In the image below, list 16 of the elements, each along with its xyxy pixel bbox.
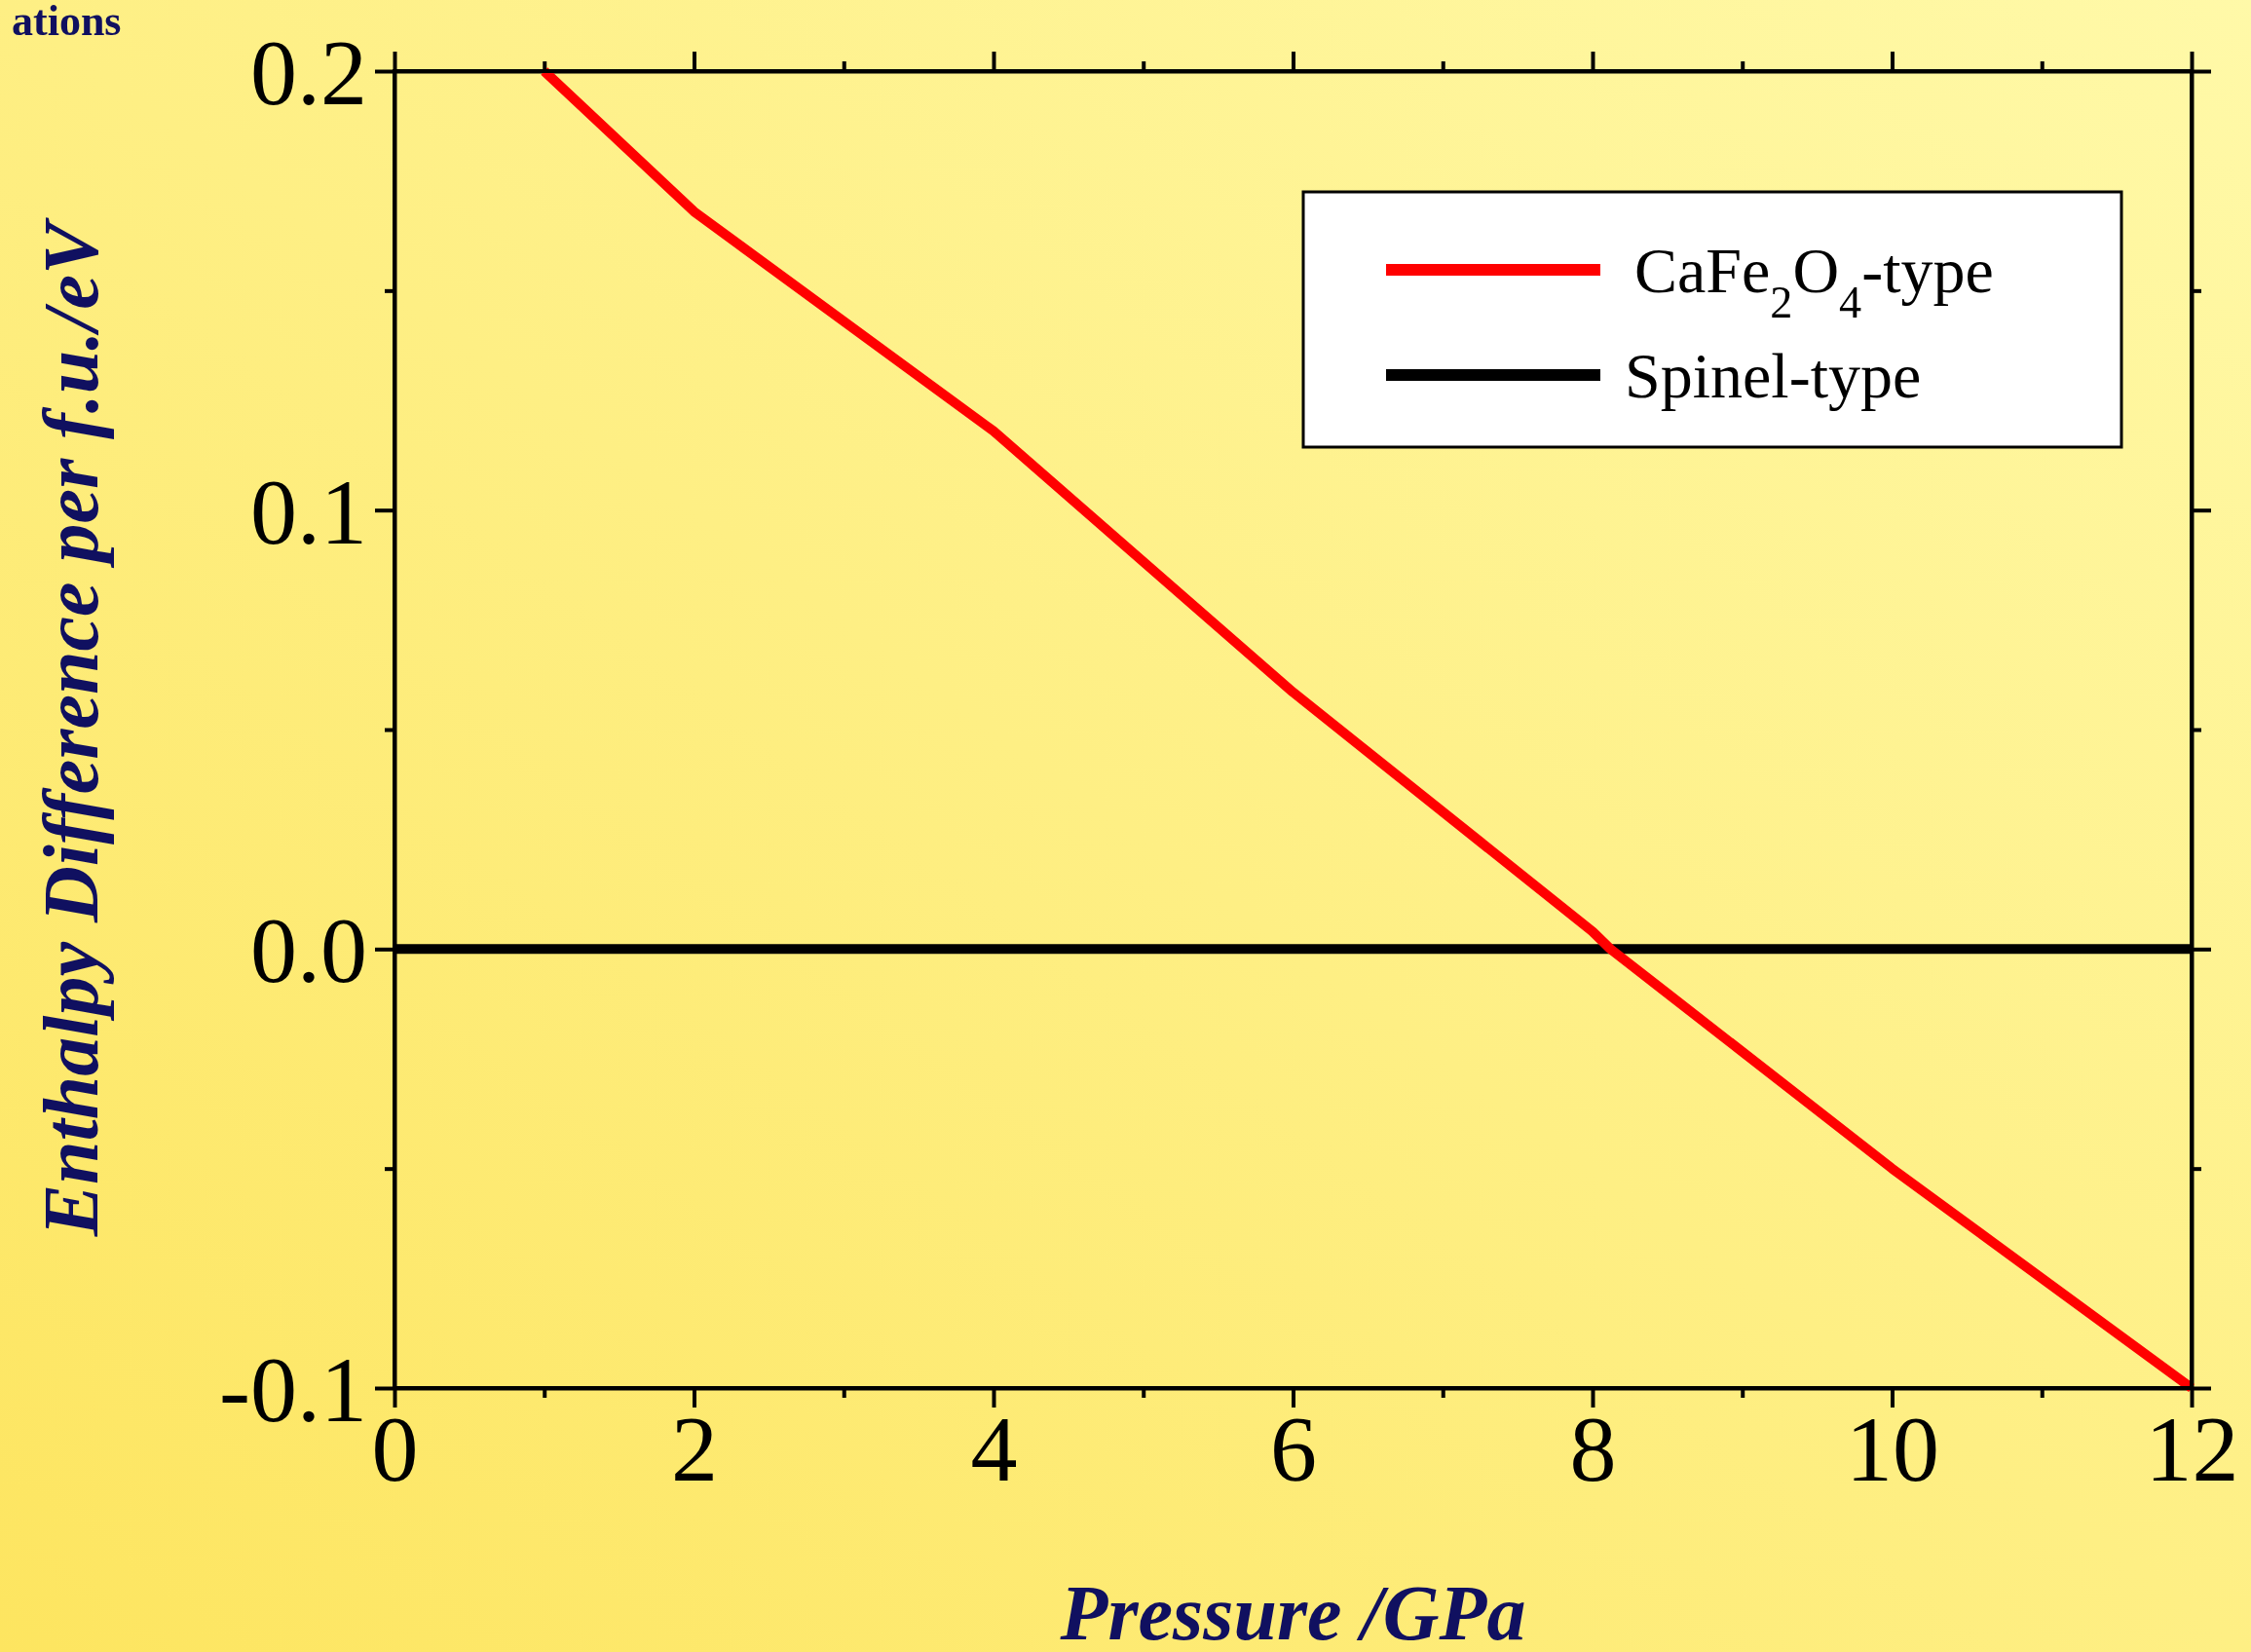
x-axis-title: Pressure /GPa [1059, 1570, 1526, 1652]
x-tick-label: 0 [371, 1397, 419, 1502]
legend-label: CaFe$_{2}$O$_{4}$-type [1634, 235, 1994, 327]
legend-label: Spinel-type [1625, 340, 1922, 412]
y-axis-title: Enthalpy Difference per f.u./eV [28, 217, 114, 1238]
x-tick-label: 4 [970, 1397, 1018, 1502]
text: ations [12, 0, 122, 45]
y-tick-label: -0.1 [219, 1337, 367, 1443]
x-tick-label: 6 [1270, 1397, 1317, 1502]
x-tick-label: 8 [1569, 1397, 1617, 1502]
x-tick-label: 12 [2145, 1397, 2239, 1502]
x-tick-label: 2 [671, 1397, 718, 1502]
y-tick-label: 0.1 [250, 459, 367, 564]
x-tick-label: 10 [1846, 1397, 1939, 1502]
y-tick-label: 0.0 [250, 898, 367, 1003]
y-tick-label: 0.2 [250, 20, 367, 126]
